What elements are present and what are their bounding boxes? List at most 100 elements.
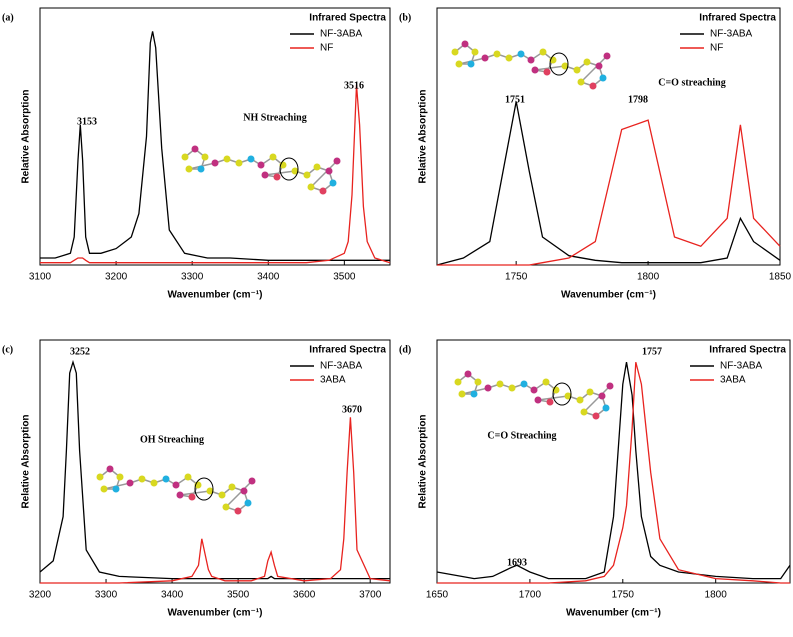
- x-tick-label: 3400: [257, 272, 280, 283]
- atom: [189, 494, 196, 501]
- atom: [600, 75, 607, 82]
- annotation: 3252: [70, 346, 90, 357]
- y-axis-label: Relative Absorption: [21, 89, 32, 183]
- legend-label: NF-3ABA: [320, 361, 363, 372]
- atom: [497, 381, 504, 388]
- atom: [236, 160, 243, 167]
- spectrum-line: [40, 85, 390, 263]
- x-axis-label: Wavenumber (cm⁻¹): [561, 290, 656, 301]
- annotation: NH Streaching: [243, 112, 306, 123]
- x-tick-label: 3300: [181, 272, 204, 283]
- panel-label: (d): [399, 344, 411, 355]
- x-tick-label: 1800: [637, 272, 660, 283]
- atom: [173, 482, 180, 489]
- annotation: 1798: [628, 94, 648, 105]
- atom: [334, 158, 341, 165]
- spectrum-line: [40, 362, 390, 578]
- atom: [229, 484, 236, 491]
- atom: [459, 391, 466, 398]
- annotation: C=O streaching: [658, 77, 725, 88]
- atom: [593, 413, 600, 420]
- atom: [578, 79, 585, 86]
- annotation: 3516: [344, 80, 364, 91]
- atom: [248, 156, 255, 163]
- atom: [249, 478, 256, 485]
- atom: [509, 385, 516, 392]
- x-tick-label: 3200: [105, 272, 128, 283]
- atom: [590, 83, 597, 90]
- x-tick-label: 1700: [519, 590, 542, 601]
- legend-title: Infrared Spectra: [709, 345, 786, 356]
- x-tick-label: 3700: [359, 590, 382, 601]
- atom: [241, 488, 248, 495]
- atom: [212, 160, 219, 167]
- atom: [506, 55, 513, 62]
- x-tick-label: 1650: [426, 590, 449, 601]
- atom: [219, 492, 226, 499]
- atom: [521, 381, 528, 388]
- atom: [127, 480, 134, 487]
- spectrum-line: [437, 362, 790, 578]
- atom: [224, 156, 231, 163]
- atom: [547, 399, 554, 406]
- atom: [139, 476, 146, 483]
- x-tick-label: 3500: [227, 590, 250, 601]
- x-tick-label: 1800: [705, 590, 728, 601]
- legend-title: Infrared Spectra: [309, 345, 386, 356]
- atom: [202, 154, 209, 161]
- y-axis-label: Relative Absorption: [418, 414, 429, 508]
- atom: [599, 393, 606, 400]
- atom: [468, 61, 475, 68]
- atom: [192, 146, 199, 153]
- atom: [177, 492, 184, 499]
- atom: [235, 508, 242, 515]
- atom: [531, 387, 538, 394]
- atom: [472, 49, 479, 56]
- atom: [574, 67, 581, 74]
- x-tick-label: 3600: [293, 590, 316, 601]
- atom: [274, 174, 281, 181]
- plot-frame: [437, 8, 780, 265]
- x-tick-label: 3400: [161, 590, 184, 601]
- atom: [455, 379, 462, 386]
- atom: [258, 162, 265, 169]
- atom: [535, 397, 542, 404]
- x-axis-label: Wavenumber (cm⁻¹): [566, 608, 661, 619]
- legend-label: NF-3ABA: [320, 29, 363, 40]
- molecule-illustration: [455, 371, 614, 420]
- panel-label: (a): [2, 12, 14, 23]
- legend-label: NF: [710, 43, 723, 54]
- molecule-illustration: [182, 146, 341, 195]
- y-axis-label: Relative Absorption: [418, 89, 429, 183]
- x-tick-label: 3300: [95, 590, 118, 601]
- x-tick-label: 3200: [29, 590, 52, 601]
- atom: [262, 172, 269, 179]
- atom: [151, 480, 158, 487]
- annotation: 1757: [642, 346, 662, 357]
- atom: [607, 383, 614, 390]
- atom: [456, 61, 463, 68]
- atom: [528, 57, 535, 64]
- atom: [471, 391, 478, 398]
- atom: [596, 63, 603, 70]
- legend-label: 3ABA: [320, 375, 346, 386]
- annotation: C=O Streaching: [487, 430, 556, 441]
- atom: [117, 474, 124, 481]
- annotation: OH Streaching: [140, 434, 204, 445]
- atom: [465, 371, 472, 378]
- atom: [113, 486, 120, 493]
- spectrum-line: [40, 417, 390, 583]
- legend-label: 3ABA: [720, 375, 746, 386]
- atom: [494, 51, 501, 58]
- atom: [185, 474, 192, 481]
- legend-title: Infrared Spectra: [309, 13, 386, 24]
- legend-label: NF: [320, 43, 333, 54]
- plot-frame: [40, 8, 390, 265]
- atom: [577, 397, 584, 404]
- atom: [223, 504, 230, 511]
- atom: [107, 466, 114, 473]
- annotation: 3153: [77, 116, 97, 127]
- panel-label: (c): [2, 344, 13, 355]
- atom: [603, 405, 610, 412]
- spectrum-line: [40, 31, 390, 260]
